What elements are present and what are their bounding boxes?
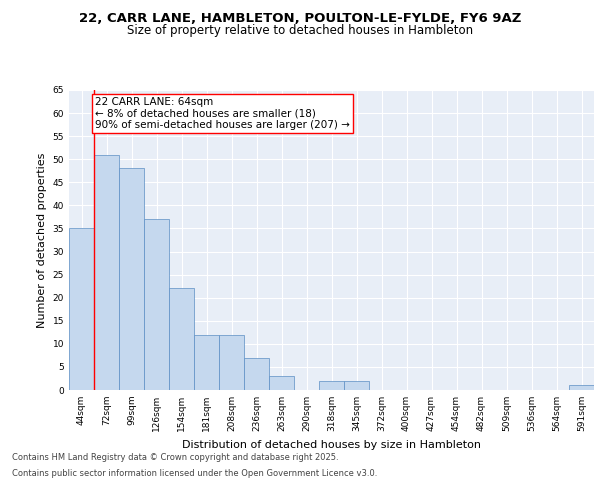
Bar <box>169 288 194 390</box>
Bar <box>569 386 594 390</box>
Bar <box>144 219 169 390</box>
X-axis label: Distribution of detached houses by size in Hambleton: Distribution of detached houses by size … <box>182 440 481 450</box>
Y-axis label: Number of detached properties: Number of detached properties <box>37 152 47 328</box>
Text: Size of property relative to detached houses in Hambleton: Size of property relative to detached ho… <box>127 24 473 37</box>
Bar <box>69 228 94 390</box>
Bar <box>119 168 144 390</box>
Bar <box>344 381 369 390</box>
Text: 22, CARR LANE, HAMBLETON, POULTON-LE-FYLDE, FY6 9AZ: 22, CARR LANE, HAMBLETON, POULTON-LE-FYL… <box>79 12 521 26</box>
Text: Contains HM Land Registry data © Crown copyright and database right 2025.: Contains HM Land Registry data © Crown c… <box>12 454 338 462</box>
Bar <box>319 381 344 390</box>
Bar <box>94 154 119 390</box>
Bar <box>219 334 244 390</box>
Text: Contains public sector information licensed under the Open Government Licence v3: Contains public sector information licen… <box>12 468 377 477</box>
Bar <box>269 376 294 390</box>
Text: 22 CARR LANE: 64sqm
← 8% of detached houses are smaller (18)
90% of semi-detache: 22 CARR LANE: 64sqm ← 8% of detached hou… <box>95 97 350 130</box>
Bar <box>194 334 219 390</box>
Bar <box>244 358 269 390</box>
